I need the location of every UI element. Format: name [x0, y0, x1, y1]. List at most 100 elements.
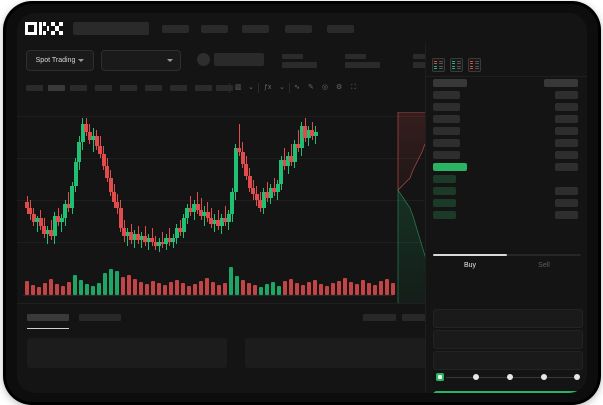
candlestick-type-icon[interactable]: ▥ — [235, 84, 242, 91]
candle-body — [226, 214, 231, 222]
nav-item-1[interactable] — [162, 25, 189, 33]
orderbook-size — [555, 139, 578, 147]
orders-row-1[interactable] — [27, 338, 227, 368]
timeframe-3[interactable] — [70, 85, 87, 91]
orders-action-2[interactable] — [402, 314, 435, 321]
volume-bar — [391, 283, 395, 295]
orderbook-ask-row[interactable] — [426, 115, 587, 124]
orderbook-price — [433, 151, 460, 159]
volume-bar — [349, 282, 353, 295]
orderbook-mode-bids-icon[interactable] — [450, 58, 463, 72]
slider-notch-50[interactable] — [507, 374, 513, 380]
market-type-dropdown[interactable]: Spot Trading — [26, 50, 94, 71]
toolbar-divider — [229, 83, 230, 93]
chevron-down-icon[interactable]: ⌄ — [279, 84, 285, 91]
volume-bar — [31, 285, 35, 295]
timeframe-7[interactable] — [170, 85, 187, 91]
slider-notch-100[interactable] — [574, 374, 580, 380]
orders-row-2[interactable] — [245, 338, 435, 368]
amount-percent-slider[interactable] — [436, 373, 580, 382]
candle-wick — [127, 228, 129, 246]
candle-body — [25, 202, 29, 208]
volume-bar — [301, 285, 305, 295]
orders-tab-history[interactable] — [79, 314, 121, 321]
candle-body — [66, 204, 71, 208]
slider-notch-75[interactable] — [541, 374, 547, 380]
orderbook-last-price-row[interactable] — [426, 163, 587, 172]
toolbar-divider — [289, 83, 290, 93]
orderbook-bid-row[interactable] — [426, 211, 587, 220]
candle-body — [209, 218, 214, 224]
volume-bar — [385, 279, 389, 295]
orderbook-panel: Buy Sell — [425, 43, 587, 393]
orderbook-mode-both-icon[interactable] — [432, 58, 445, 72]
orderbook-ask-row[interactable] — [426, 103, 587, 112]
timeframe-2[interactable] — [48, 85, 65, 91]
volume-bar — [217, 285, 221, 295]
fullscreen-icon[interactable]: ⛶ — [351, 84, 356, 91]
candle-body — [205, 212, 210, 218]
timeframe-4[interactable] — [95, 85, 112, 91]
chevron-down-icon[interactable]: ⌄ — [248, 84, 254, 91]
nav-item-5[interactable] — [327, 25, 354, 33]
order-price-field[interactable] — [433, 309, 583, 328]
volume-series — [17, 259, 425, 303]
orderbook-ask-row[interactable] — [426, 139, 587, 148]
price-chart[interactable] — [17, 96, 425, 303]
candle-body — [202, 212, 207, 216]
order-amount-field[interactable] — [433, 330, 583, 349]
timeframe-6[interactable] — [145, 85, 162, 91]
orders-tab-open[interactable] — [27, 314, 69, 321]
orderbook-bid-row[interactable] — [426, 175, 587, 184]
nav-item-4[interactable] — [285, 25, 312, 33]
candle-body — [212, 220, 217, 224]
trading-pair-dropdown[interactable] — [101, 50, 181, 71]
nav-item-3[interactable] — [242, 25, 269, 33]
candle-body — [98, 146, 103, 154]
order-total-field[interactable] — [433, 351, 583, 370]
settings-icon[interactable]: ⚙ — [336, 84, 343, 91]
okx-logo-icon[interactable] — [25, 22, 63, 35]
orderbook-header-row[interactable] — [426, 79, 587, 88]
orders-panel — [17, 303, 435, 393]
slider-notch-25[interactable] — [473, 374, 479, 380]
candle-wick — [162, 232, 164, 248]
volume-bar — [43, 283, 47, 295]
orders-action-1[interactable] — [363, 314, 396, 321]
volume-bar — [73, 275, 77, 295]
candle-body — [261, 192, 266, 208]
timeframe-9[interactable] — [216, 85, 233, 91]
orderbook-bid-row[interactable] — [426, 187, 587, 196]
orderbook-price — [433, 199, 456, 207]
indicators-icon[interactable]: ƒx — [264, 84, 272, 91]
search-input[interactable] — [73, 22, 149, 35]
magnet-icon[interactable]: ◎ — [322, 84, 329, 91]
candle-wick — [197, 192, 199, 214]
slider-handle[interactable] — [436, 373, 444, 381]
orderbook-ask-row[interactable] — [426, 127, 587, 136]
pencil-icon[interactable]: ✎ — [308, 84, 314, 91]
timeframe-8[interactable] — [195, 85, 212, 91]
volume-bar — [139, 282, 143, 295]
candle-body — [94, 136, 99, 146]
candle-body — [272, 188, 277, 192]
orderbook-ask-row[interactable] — [426, 151, 587, 160]
tab-buy[interactable]: Buy — [463, 262, 477, 269]
orderbook-size — [544, 79, 578, 87]
orderbook-size — [555, 103, 578, 111]
orderbook-mode-asks-icon[interactable] — [468, 58, 481, 72]
orderbook-bid-row[interactable] — [426, 199, 587, 208]
volume-bar — [235, 276, 239, 295]
orderbook-ask-row[interactable] — [426, 91, 587, 100]
line-tool-icon[interactable]: ∿ — [294, 84, 300, 91]
candle-body — [178, 228, 183, 232]
tab-sell[interactable]: Sell — [538, 262, 550, 269]
timeframe-5[interactable] — [120, 85, 137, 91]
timeframe-1[interactable] — [26, 85, 43, 91]
volume-bar — [181, 283, 185, 295]
coin-avatar — [197, 53, 210, 66]
nav-item-2[interactable] — [201, 25, 228, 33]
submit-buy-button[interactable] — [433, 391, 581, 393]
candle-body — [185, 208, 190, 218]
